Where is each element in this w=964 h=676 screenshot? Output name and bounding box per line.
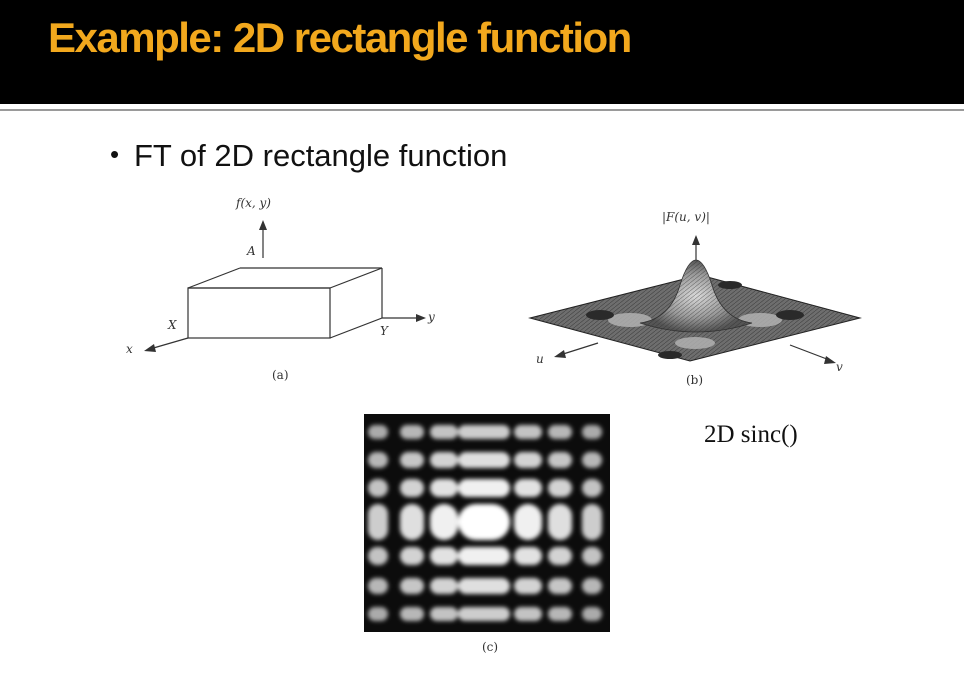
sinc-lobe — [514, 504, 542, 540]
figure-a-height-label: A — [247, 244, 256, 258]
title-divider — [0, 109, 964, 111]
sinc-lobe — [368, 547, 388, 565]
sinc-caption: 2D sinc() — [704, 421, 798, 448]
sinc-lobe — [514, 479, 542, 497]
sinc-lobe — [582, 425, 602, 439]
figure-c-sinc-image — [364, 414, 610, 632]
figure-b-axis-u-label: u — [536, 352, 544, 366]
sinc-lobe — [368, 479, 388, 497]
sinc-lobe — [514, 607, 542, 621]
sinc-lobe — [458, 578, 510, 594]
figure-b-axis-v-label: v — [836, 360, 843, 374]
sinc-lobe — [400, 607, 424, 621]
figure-a-axis-y-label: y — [428, 310, 435, 324]
sinc-lobe — [368, 578, 388, 594]
figure-b-sinc-surface — [528, 235, 862, 364]
sinc-lobe — [582, 578, 602, 594]
sinc-lobe — [582, 504, 602, 540]
sinc-lobe — [400, 452, 424, 468]
title-bar — [0, 0, 964, 104]
figure-c-panel-label: (c) — [482, 640, 499, 654]
sinc-lobe — [368, 452, 388, 468]
sinc-lobe — [400, 479, 424, 497]
sinc-lobe — [368, 607, 388, 621]
bullet-text: FT of 2D rectangle function — [134, 138, 508, 173]
sinc-lobe — [548, 479, 572, 497]
sinc-lobe — [400, 504, 424, 540]
sinc-lobe — [548, 547, 572, 565]
sinc-lobe — [400, 578, 424, 594]
sinc-lobe — [430, 425, 458, 439]
sinc-lobe — [514, 578, 542, 594]
sinc-lobe — [514, 547, 542, 565]
sinc-lobe — [400, 547, 424, 565]
sinc-lobe — [514, 452, 542, 468]
sinc-lobe — [368, 425, 388, 439]
sinc-lobe — [548, 425, 572, 439]
sinc-lobe — [514, 425, 542, 439]
sinc-lobe — [430, 479, 458, 497]
sinc-lobe — [458, 607, 510, 621]
sinc-lobe — [430, 452, 458, 468]
sinc-lobe — [548, 504, 572, 540]
sinc-lobe — [430, 607, 458, 621]
figure-a-side-x-label: X — [168, 318, 177, 332]
figure-a-axis-x-label: x — [126, 342, 133, 356]
sinc-lobe — [458, 547, 510, 565]
sinc-lobe — [430, 547, 458, 565]
sinc-lobe — [400, 425, 424, 439]
sinc-lobe — [458, 452, 510, 468]
sinc-lobe — [582, 479, 602, 497]
sinc-lobe — [548, 578, 572, 594]
figure-b-panel-label: (b) — [686, 373, 704, 387]
sinc-lobe — [458, 504, 510, 540]
sinc-lobe — [582, 452, 602, 468]
figure-a-side-y-label: Y — [380, 324, 388, 338]
bullet-item: • FT of 2D rectangle function — [110, 138, 507, 174]
bullet-dot-icon: • — [110, 139, 120, 169]
sinc-lobe — [368, 504, 388, 540]
sinc-lobe — [582, 547, 602, 565]
sinc-lobe — [430, 578, 458, 594]
sinc-lobe — [458, 425, 510, 439]
slide-title: Example: 2D rectangle function — [48, 14, 632, 61]
figure-a-func-label: f(x, y) — [236, 196, 271, 210]
sinc-lobe — [582, 607, 602, 621]
sinc-lobe — [548, 607, 572, 621]
figure-a-panel-label: (a) — [272, 368, 289, 382]
sinc-lobe — [548, 452, 572, 468]
figure-b-func-label: |F(u, v)| — [662, 210, 710, 224]
figure-a-box-plot — [144, 220, 426, 352]
sinc-lobe — [458, 479, 510, 497]
sinc-lobe — [430, 504, 458, 540]
